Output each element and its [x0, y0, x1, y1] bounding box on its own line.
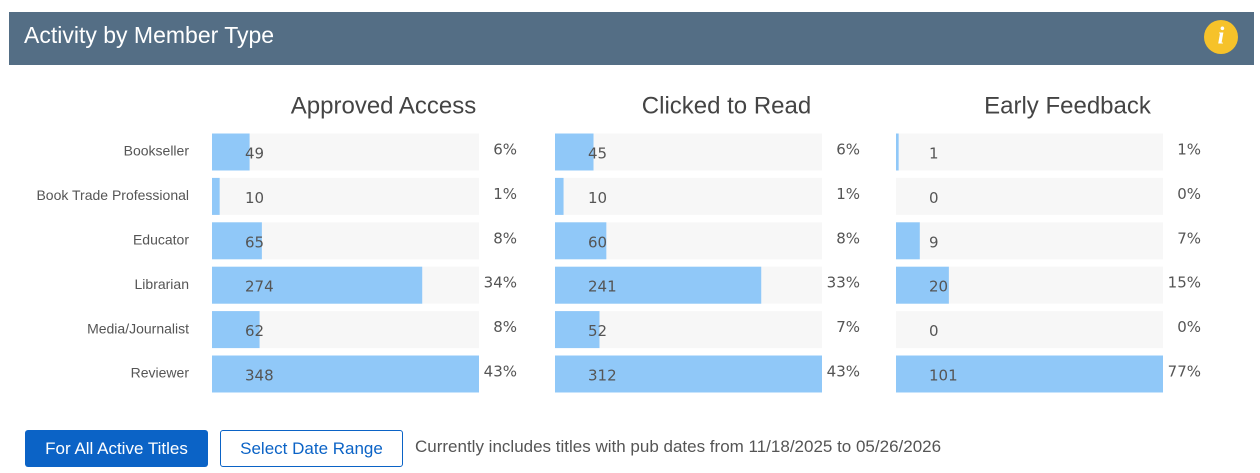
- category-label: Reviewer: [131, 365, 190, 381]
- bar: [212, 133, 250, 171]
- count-label: 348: [245, 367, 274, 385]
- percent-label: 6%: [493, 141, 517, 159]
- category-label: Media/Journalist: [87, 320, 189, 336]
- percent-label: 34%: [484, 274, 517, 292]
- bar: [896, 266, 949, 304]
- bar: [555, 133, 594, 171]
- count-label: 60: [588, 233, 607, 251]
- percent-label: 43%: [827, 363, 860, 381]
- all-titles-button[interactable]: For All Active Titles: [25, 430, 208, 467]
- percent-label: 1%: [1177, 141, 1201, 159]
- bar-track: [212, 177, 479, 215]
- percent-label: 0%: [1177, 185, 1201, 203]
- percent-label: 77%: [1168, 363, 1201, 381]
- bar: [896, 222, 920, 260]
- count-label: 0: [929, 189, 939, 207]
- count-label: 0: [929, 322, 939, 340]
- percent-label: 6%: [836, 141, 860, 159]
- percent-label: 1%: [836, 185, 860, 203]
- bar: [555, 355, 822, 393]
- count-label: 10: [245, 189, 264, 207]
- bar: [212, 177, 220, 215]
- percent-label: 8%: [493, 318, 517, 336]
- bar: [212, 222, 262, 260]
- bar-track: [555, 177, 822, 215]
- percent-label: 8%: [836, 229, 860, 247]
- count-label: 20: [929, 278, 948, 296]
- date-note: Currently includes titles with pub dates…: [415, 437, 942, 456]
- percent-label: 43%: [484, 363, 517, 381]
- bar: [555, 266, 762, 304]
- percent-label: 33%: [827, 274, 860, 292]
- bar-track: [896, 133, 1163, 171]
- count-label: 274: [245, 278, 274, 296]
- percent-label: 7%: [836, 318, 860, 336]
- bar: [555, 177, 564, 215]
- bar-track: [896, 177, 1163, 215]
- percent-label: 7%: [1177, 229, 1201, 247]
- header-bar: [9, 12, 1254, 65]
- count-label: 241: [588, 278, 617, 296]
- percent-label: 0%: [1177, 318, 1201, 336]
- count-label: 45: [588, 145, 607, 163]
- bar-track: [555, 133, 822, 171]
- count-label: 1: [929, 145, 939, 163]
- percent-label: 8%: [493, 229, 517, 247]
- count-label: 312: [588, 367, 617, 385]
- bar: [212, 355, 479, 393]
- bar: [212, 266, 423, 304]
- bar: [555, 311, 600, 349]
- count-label: 101: [929, 367, 958, 385]
- header-title: Activity by Member Type: [24, 22, 274, 48]
- count-label: 62: [245, 322, 264, 340]
- panel-title: Approved Access: [291, 92, 476, 119]
- percent-label: 15%: [1168, 274, 1201, 292]
- category-label: Educator: [133, 232, 189, 248]
- count-label: 49: [245, 145, 264, 163]
- count-label: 65: [245, 233, 264, 251]
- widget: Activity by Member Type i Bookseller Book…: [9, 12, 1254, 393]
- percent-label: 1%: [493, 185, 517, 203]
- date-range-button[interactable]: Select Date Range: [220, 430, 403, 467]
- category-label: Book Trade Professional: [36, 187, 189, 203]
- info-icon-glyph: i: [1218, 24, 1225, 50]
- category-label: Bookseller: [124, 143, 190, 159]
- category-label: Librarian: [135, 276, 189, 292]
- bar: [555, 222, 607, 260]
- info-icon[interactable]: [1204, 20, 1238, 54]
- panel-title: Clicked to Read: [642, 92, 811, 119]
- bar: [896, 355, 1163, 393]
- bar-track: [896, 222, 1163, 260]
- bar: [212, 311, 260, 349]
- count-label: 9: [929, 233, 939, 251]
- bar-track: [896, 311, 1163, 349]
- bar-track: [212, 133, 479, 171]
- panel-title: Early Feedback: [984, 92, 1152, 119]
- count-label: 52: [588, 322, 607, 340]
- count-label: 10: [588, 189, 607, 207]
- bar: [896, 133, 899, 171]
